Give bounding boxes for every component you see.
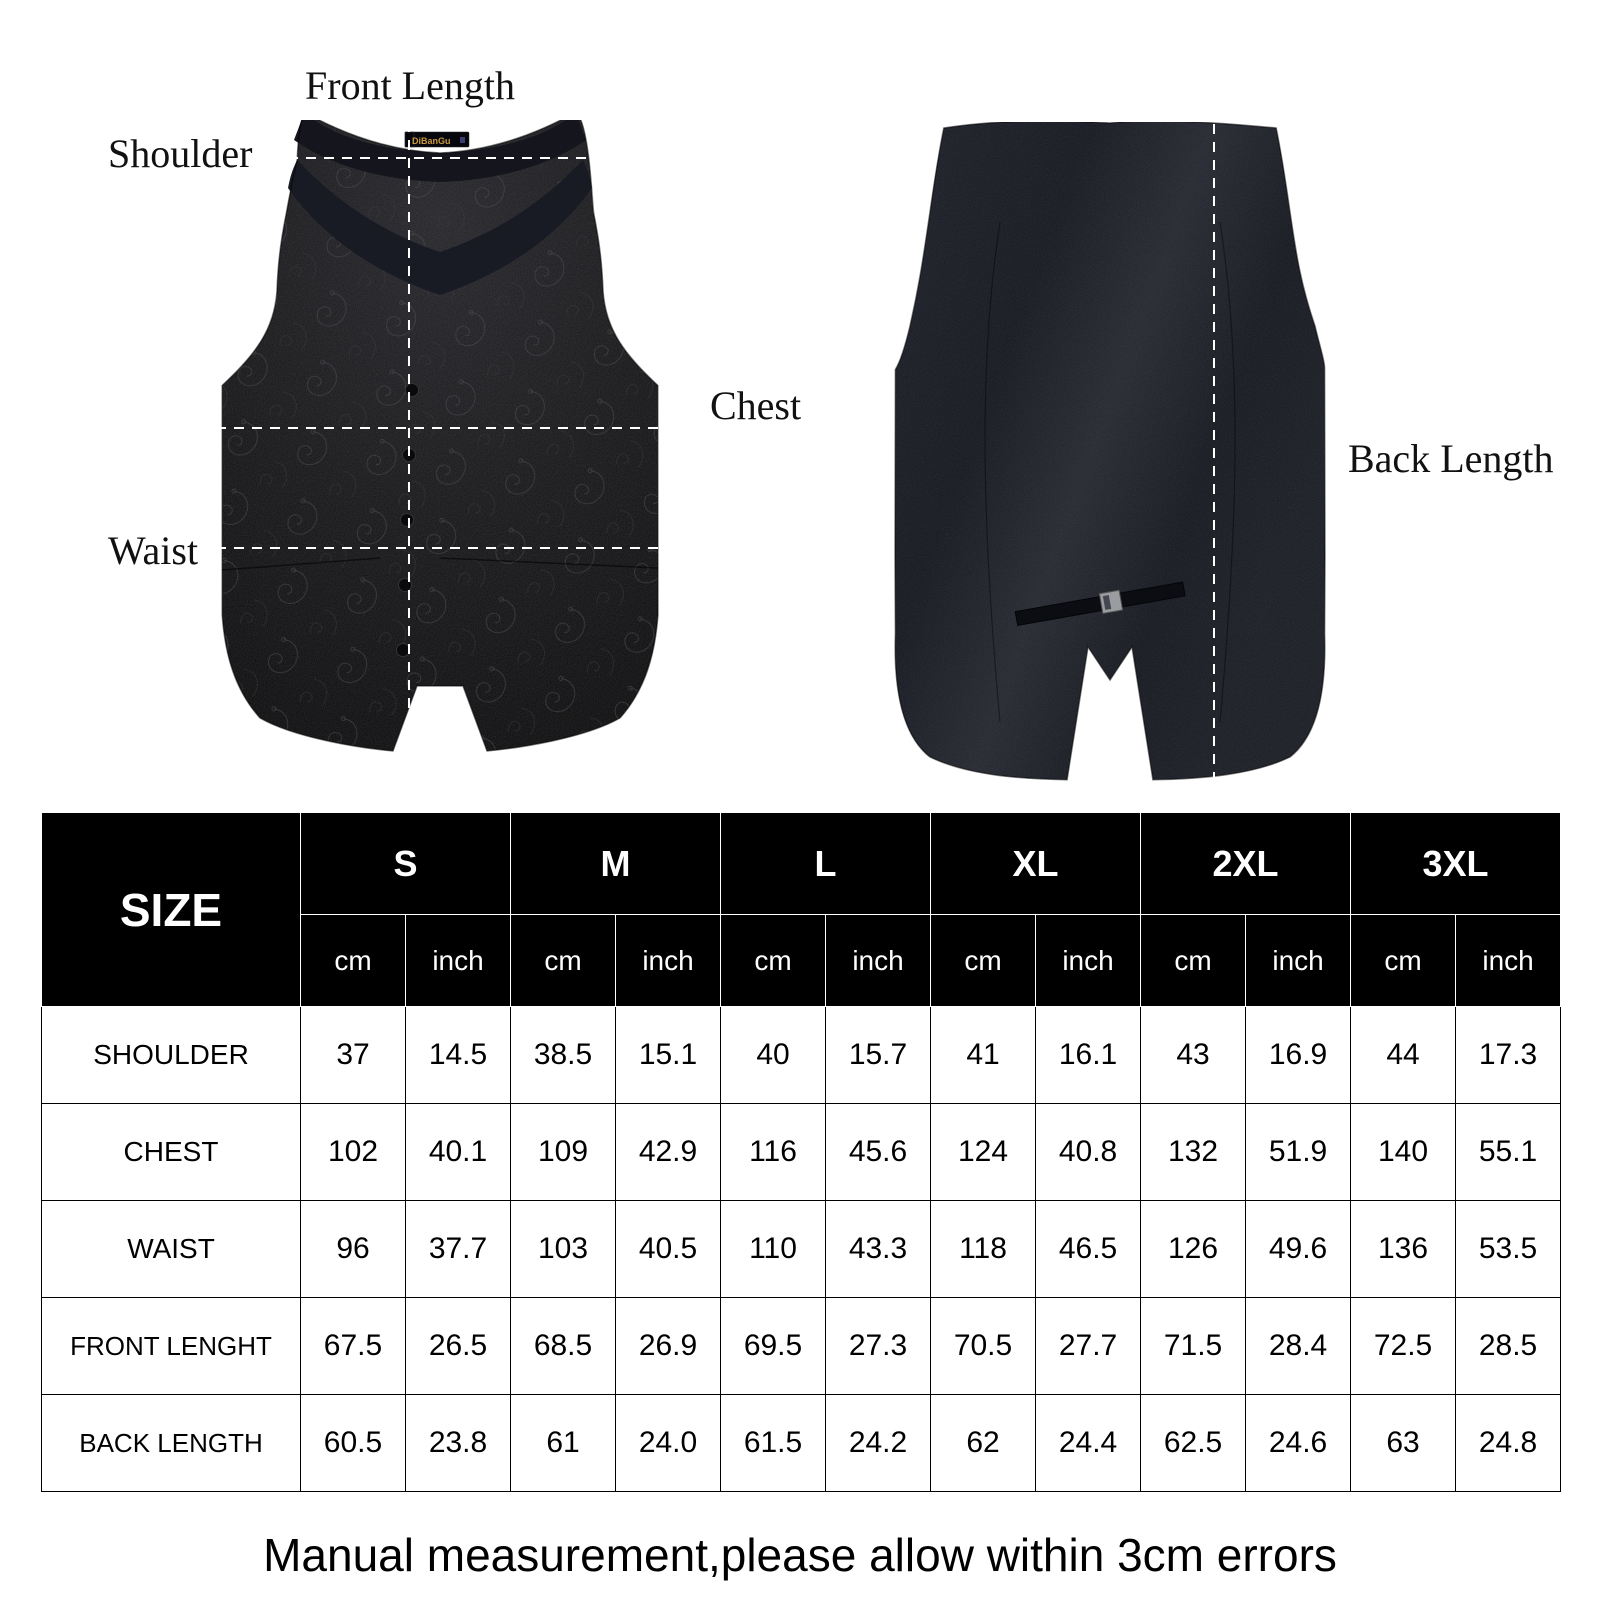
svg-text:DiBanGu: DiBanGu — [412, 136, 451, 146]
